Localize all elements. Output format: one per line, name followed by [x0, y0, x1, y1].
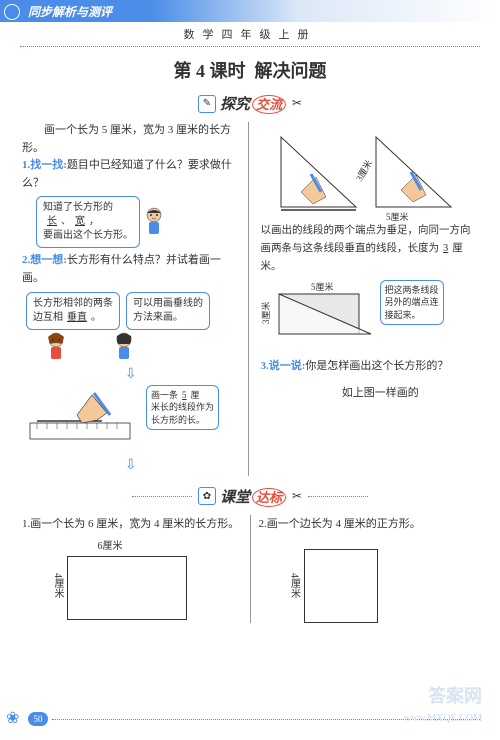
- svg-text:5厘米: 5厘米: [386, 211, 409, 222]
- q1-text: 1.画一个长为 6 厘米，宽为 4 厘米的长方形。: [22, 515, 242, 531]
- bubble2a-line1: 长方形相邻的两条: [33, 297, 113, 311]
- dots-left: [132, 496, 192, 497]
- bubble2b-line2: 方法来画。: [133, 311, 203, 325]
- bubble1-line2: 长、宽，: [43, 215, 133, 229]
- q1-col: 1.画一个长为 6 厘米，宽为 4 厘米的长方形。 6厘米 4厘米: [22, 515, 251, 623]
- scissors-icon: ✂: [292, 96, 302, 111]
- step2-label: 2.想一想:: [22, 254, 67, 266]
- right-column: 3厘米 5厘米 以画出的线段的两个端点为垂足，向同一方向画两条与这条线段垂直的线…: [257, 122, 479, 476]
- explore-icon: ✎: [198, 95, 216, 113]
- explore-banner: ✎ 探究交流 ✂: [0, 93, 500, 114]
- q2-square: [304, 549, 378, 623]
- explore-label: 探究交流: [220, 93, 286, 114]
- q1-width-label: 6厘米: [50, 537, 170, 552]
- avatar-girl1: [42, 330, 70, 364]
- rect-bubble-l2: 另外的端点连: [385, 296, 439, 309]
- q2-height-label: 4厘米: [287, 573, 302, 598]
- step2: 2.想一想:长方形有什么特点？并试着画一画。: [22, 252, 240, 287]
- dots-right: [308, 496, 368, 497]
- rect-bubble-l3: 接起来。: [385, 309, 439, 322]
- classwork-icon: ✿: [198, 487, 216, 505]
- avatar-row: [42, 330, 240, 364]
- q2-answer: 4厘米: [287, 549, 479, 623]
- avatar-girl2: [110, 330, 138, 364]
- scissors-icon-2: ✂: [292, 489, 302, 504]
- bubble1-line1: 知道了长方形的: [43, 201, 133, 215]
- flourish-icon: ❀: [6, 708, 19, 728]
- header-band: 同步解析与测评: [0, 0, 500, 22]
- classwork-label: 课堂达标: [220, 486, 286, 507]
- q1-answer: 6厘米 4厘米: [50, 537, 242, 620]
- step3: 3.说一说:你是怎样画出这个长方形的？: [261, 358, 479, 376]
- avatar-boy: [140, 205, 168, 239]
- ruler-line2: 米长的线段作为: [151, 401, 214, 414]
- grade: 四年级: [222, 29, 279, 41]
- content-columns: 画一个长为 5 厘米，宽为 3 厘米的长方形。 1.找一找:题目中已经知道了什么…: [0, 122, 500, 476]
- arrow-down-1: ⇩: [22, 366, 240, 383]
- speech-bubble-1: 知道了长方形的 长、宽， 要画出这个长方形。: [36, 196, 140, 248]
- bubble2b-line1: 可以用画垂线的: [133, 297, 203, 311]
- lesson-number: 第 4 课时: [174, 61, 246, 81]
- classwork-banner: ✿ 课堂达标 ✂: [0, 486, 500, 507]
- rect-bubble-l1: 把这两条线段: [385, 284, 439, 297]
- bubble2-row: 长方形相邻的两条 边互相垂直。 可以用画垂线的 方法来画。: [26, 292, 240, 330]
- step3-text: 你是怎样画出这个长方形的？: [305, 360, 448, 372]
- top-info: 数学四年级上册: [0, 26, 500, 42]
- volume: 上册: [279, 29, 317, 41]
- ruler-row: 画一条5厘 米长的线段作为 长方形的长。: [22, 385, 240, 455]
- arrow-down-2: ⇩: [22, 457, 240, 474]
- series-title: 同步解析与测评: [28, 3, 112, 20]
- page-number: 50: [28, 712, 48, 726]
- lesson-title: 第 4 课时 解决问题: [0, 57, 500, 83]
- svg-text:5厘米: 5厘米: [311, 281, 334, 292]
- right-para1: 以画出的线段的两个端点为垂足，向同一方向画两条与这条线段垂直的线段，长度为3厘米…: [261, 222, 479, 276]
- step3-answer: 如上图一样画的: [261, 385, 479, 403]
- svg-text:3厘米: 3厘米: [353, 158, 374, 183]
- triangle-diagram: 3厘米 5厘米: [261, 122, 461, 222]
- q2-text: 2.画一个边长为 4 厘米的正方形。: [259, 515, 479, 531]
- intro-text: 画一个长为 5 厘米，宽为 3 厘米的长方形。: [22, 122, 240, 157]
- speech-bubble-2b: 可以用画垂线的 方法来画。: [126, 292, 210, 330]
- watermark-text: 答案网: [428, 682, 482, 708]
- step1-label: 1.找一找:: [22, 159, 67, 171]
- question-row: 1.画一个长为 6 厘米，宽为 4 厘米的长方形。 6厘米 4厘米 2.画一个边…: [0, 515, 500, 623]
- rect-diagram-row: 5厘米 3厘米 把这两条线段 另外的端点连 接起来。: [261, 280, 479, 350]
- rect-triangle-diagram: 5厘米 3厘米: [261, 280, 376, 350]
- q1-height-label: 4厘米: [50, 573, 65, 598]
- step1: 1.找一找:题目中已经知道了什么？要求做什么？: [22, 157, 240, 192]
- q2-col: 2.画一个边长为 4 厘米的正方形。 4厘米: [251, 515, 479, 623]
- ruler-line1: 画一条5厘: [151, 389, 214, 402]
- lesson-name: 解决问题: [255, 61, 327, 81]
- bubble1-row: 知道了长方形的 长、宽， 要画出这个长方形。: [36, 196, 240, 248]
- step3-label: 3.说一说:: [261, 360, 306, 372]
- subject: 数学: [184, 29, 222, 41]
- ruler-diagram: [22, 385, 142, 455]
- left-column: 画一个长为 5 厘米，宽为 3 厘米的长方形。 1.找一找:题目中已经知道了什么…: [22, 122, 249, 476]
- bubble2a-line2: 边互相垂直。: [33, 311, 113, 325]
- q1-rectangle: [67, 556, 187, 620]
- svg-text:3厘米: 3厘米: [261, 301, 271, 324]
- divider: [20, 46, 480, 47]
- speech-bubble-2a: 长方形相邻的两条 边互相垂直。: [26, 292, 120, 330]
- ruler-bubble: 画一条5厘 米长的线段作为 长方形的长。: [146, 385, 219, 431]
- ruler-line3: 长方形的长。: [151, 414, 214, 427]
- rect-bubble: 把这两条线段 另外的端点连 接起来。: [380, 280, 444, 326]
- watermark-url: www.MXQE.COM: [404, 713, 482, 724]
- bubble1-line3: 要画出这个长方形。: [43, 229, 133, 243]
